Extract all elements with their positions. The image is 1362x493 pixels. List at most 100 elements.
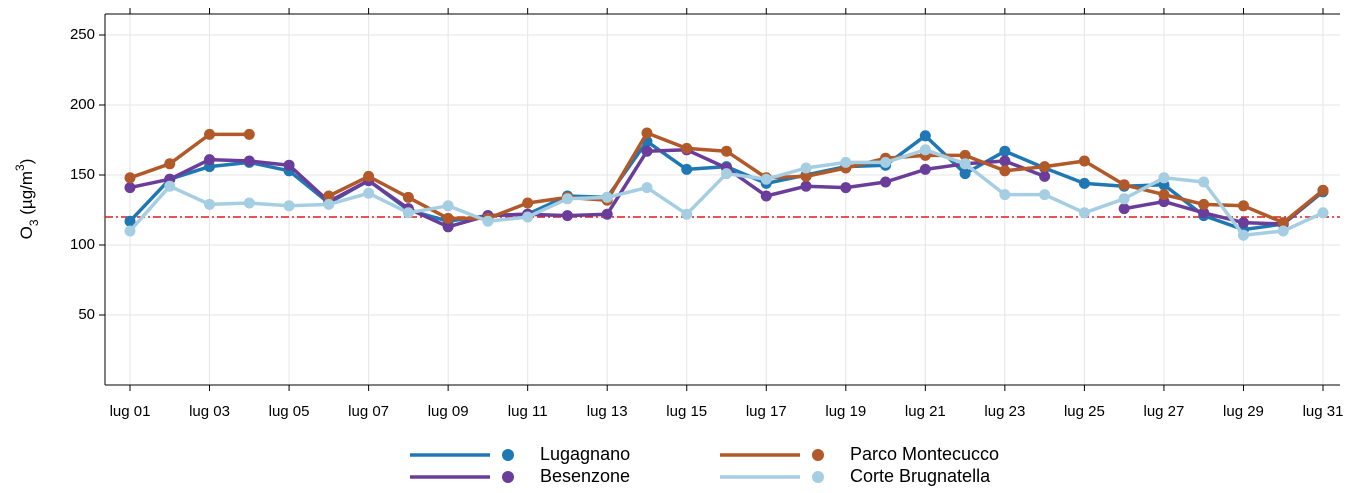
data-point <box>641 145 653 157</box>
data-point <box>800 180 812 192</box>
data-point <box>124 215 136 227</box>
data-point <box>522 197 534 209</box>
data-point <box>800 170 812 182</box>
data-point <box>1317 184 1329 196</box>
data-point <box>919 130 931 142</box>
x-tick-label: lug 01 <box>110 403 151 420</box>
data-point <box>1237 229 1249 241</box>
data-point <box>1277 225 1289 237</box>
data-point <box>561 210 573 222</box>
data-point <box>1078 155 1090 167</box>
legend-dot <box>812 449 824 461</box>
legend-label: Parco Montecucco <box>850 444 999 464</box>
data-point <box>1317 207 1329 219</box>
data-point <box>243 128 255 140</box>
data-point <box>1039 189 1051 201</box>
data-point <box>681 208 693 220</box>
y-tick-label: 200 <box>70 96 95 113</box>
x-tick-label: lug 27 <box>1143 403 1184 420</box>
x-tick-label: lug 19 <box>825 403 866 420</box>
data-point <box>1237 200 1249 212</box>
data-point <box>283 159 295 171</box>
legend-dot <box>502 471 514 483</box>
data-point <box>323 190 335 202</box>
data-point <box>204 154 216 166</box>
data-point <box>601 208 613 220</box>
y-tick-label: 250 <box>70 26 95 43</box>
data-point <box>1237 217 1249 229</box>
data-point <box>402 207 414 219</box>
x-tick-label: lug 09 <box>428 403 469 420</box>
data-point <box>721 168 732 180</box>
data-point <box>999 165 1011 177</box>
data-point <box>1198 176 1210 188</box>
legend-label: Corte Brugnatella <box>850 466 991 486</box>
data-point <box>243 197 255 209</box>
data-point <box>641 127 653 139</box>
data-point <box>1078 177 1090 189</box>
data-point <box>681 142 693 154</box>
data-point <box>760 173 772 185</box>
x-tick-label: lug 07 <box>348 403 389 420</box>
legend-label: Besenzone <box>540 466 630 486</box>
data-point <box>641 182 653 194</box>
data-point <box>1277 217 1289 229</box>
x-tick-label: lug 15 <box>666 403 707 420</box>
data-point <box>721 145 732 157</box>
legend-dot <box>812 471 824 483</box>
data-point <box>442 200 454 212</box>
data-point <box>124 172 136 184</box>
y-label-unit: (µg/m <box>17 171 36 220</box>
data-point <box>800 162 812 174</box>
y-label-sub: 3 <box>27 219 41 226</box>
data-point <box>124 182 136 194</box>
data-point <box>999 145 1011 157</box>
data-point <box>1158 189 1170 201</box>
data-point <box>681 163 693 175</box>
data-point <box>204 198 216 210</box>
x-tick-label: lug 03 <box>189 403 230 420</box>
data-point <box>323 198 335 210</box>
data-point <box>1198 207 1210 219</box>
data-point <box>1118 179 1130 191</box>
y-axis-label: O3 (µg/m3) <box>13 159 41 240</box>
y-tick-label: 100 <box>70 236 95 253</box>
data-point <box>919 144 931 156</box>
y-label-base: O <box>17 226 36 239</box>
data-point <box>1158 172 1170 184</box>
x-tick-label: lug 31 <box>1303 403 1344 420</box>
x-tick-label: lug 21 <box>905 403 946 420</box>
legend-label: Lugagnano <box>540 444 630 464</box>
data-point <box>442 221 454 233</box>
x-tick-label: lug 13 <box>587 403 628 420</box>
x-tick-label: lug 11 <box>508 403 548 420</box>
data-point <box>164 158 176 170</box>
data-point <box>522 211 534 223</box>
data-point <box>442 212 454 224</box>
data-point <box>363 187 375 199</box>
y-label-sup: 3 <box>13 164 27 171</box>
x-tick-label: lug 29 <box>1223 403 1264 420</box>
x-tick-label: lug 25 <box>1064 403 1105 420</box>
y-label-close: ) <box>17 159 36 165</box>
data-point <box>164 180 176 192</box>
data-point <box>840 182 852 194</box>
data-point <box>1039 161 1051 173</box>
data-point <box>243 155 255 167</box>
data-point <box>959 168 971 180</box>
series-line <box>129 131 1325 225</box>
data-point <box>840 156 852 168</box>
x-tick-label: lug 05 <box>269 403 310 420</box>
data-point <box>601 191 613 203</box>
data-point <box>1039 170 1051 182</box>
data-point <box>919 163 931 175</box>
data-point <box>1118 203 1130 215</box>
data-point <box>959 149 971 161</box>
data-point <box>204 128 216 140</box>
data-point <box>124 225 136 237</box>
data-point <box>1118 193 1130 205</box>
data-point <box>959 158 971 170</box>
x-tick-label: lug 23 <box>984 403 1025 420</box>
data-point <box>363 170 375 182</box>
